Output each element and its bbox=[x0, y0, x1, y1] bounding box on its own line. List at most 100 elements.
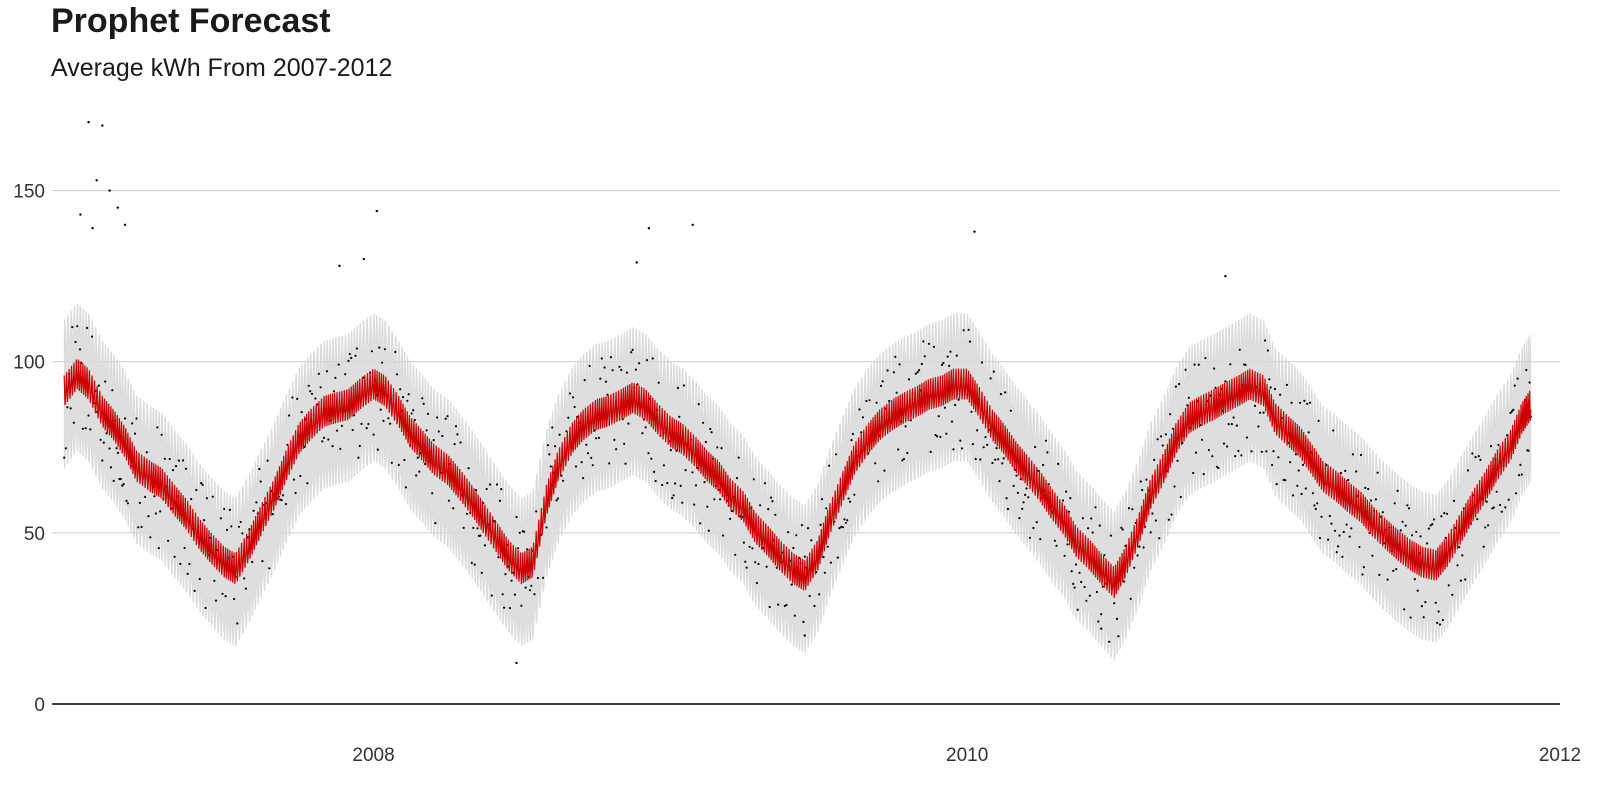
actual-point bbox=[600, 357, 603, 360]
actual-point bbox=[413, 418, 416, 422]
actual-point bbox=[604, 380, 608, 383]
actual-point bbox=[1300, 492, 1303, 496]
actual-point bbox=[495, 483, 499, 486]
actual-point bbox=[1004, 391, 1007, 394]
actual-point bbox=[1403, 608, 1406, 611]
actual-point bbox=[303, 445, 306, 449]
actual-point bbox=[72, 421, 75, 424]
actual-point bbox=[1519, 463, 1522, 466]
actual-point bbox=[1139, 480, 1142, 483]
actual-point bbox=[744, 560, 747, 563]
actual-point bbox=[1275, 483, 1278, 486]
actual-point bbox=[387, 417, 390, 420]
actual-point bbox=[1109, 534, 1112, 537]
actual-point bbox=[657, 381, 660, 384]
actual-point bbox=[997, 458, 1000, 461]
actual-point bbox=[1495, 490, 1498, 493]
actual-point bbox=[1080, 580, 1083, 584]
chart-title: Prophet Forecast bbox=[51, 2, 331, 40]
actual-point bbox=[1355, 470, 1358, 473]
actual-point bbox=[599, 377, 602, 380]
actual-point bbox=[1032, 526, 1035, 530]
actual-point bbox=[1259, 411, 1262, 414]
actual-point bbox=[671, 496, 674, 500]
x-tick-label: 2012 bbox=[1539, 745, 1581, 766]
actual-point bbox=[415, 474, 418, 477]
actual-point bbox=[1432, 518, 1436, 521]
actual-point bbox=[763, 482, 767, 485]
actual-point bbox=[962, 329, 965, 332]
actual-point bbox=[684, 469, 687, 472]
actual-point bbox=[546, 444, 550, 447]
actual-point bbox=[1095, 590, 1098, 594]
actual-point bbox=[1507, 498, 1510, 501]
actual-point bbox=[826, 545, 829, 548]
actual-point bbox=[1164, 433, 1167, 436]
actual-point bbox=[1260, 450, 1263, 453]
actual-point bbox=[437, 430, 440, 433]
actual-point bbox=[1413, 578, 1416, 581]
actual-point bbox=[1070, 570, 1073, 573]
actual-point bbox=[998, 480, 1001, 483]
actual-point bbox=[1178, 382, 1181, 386]
actual-point bbox=[517, 547, 520, 550]
actual-point bbox=[1138, 545, 1141, 548]
actual-point bbox=[1359, 453, 1363, 457]
actual-point bbox=[135, 417, 138, 420]
actual-point bbox=[452, 507, 455, 510]
actual-point bbox=[259, 480, 262, 483]
actual-point bbox=[268, 567, 271, 570]
actual-point bbox=[95, 179, 98, 182]
actual-point bbox=[1230, 423, 1233, 426]
actual-point bbox=[503, 606, 506, 609]
actual-point bbox=[795, 534, 798, 537]
actual-point bbox=[549, 465, 552, 468]
actual-point bbox=[145, 451, 148, 454]
actual-point bbox=[702, 421, 705, 424]
actual-point bbox=[1436, 621, 1439, 625]
actual-point bbox=[1217, 466, 1220, 470]
actual-point bbox=[89, 428, 92, 431]
actual-point bbox=[125, 499, 128, 502]
actual-point bbox=[1083, 585, 1086, 589]
actual-point bbox=[1244, 363, 1247, 366]
actual-point bbox=[955, 354, 958, 357]
actual-point bbox=[792, 546, 795, 550]
actual-point bbox=[1277, 456, 1280, 459]
actual-point bbox=[710, 431, 713, 434]
actual-point bbox=[1202, 473, 1205, 476]
actual-point bbox=[1296, 484, 1299, 487]
actual-point bbox=[479, 534, 482, 537]
actual-point bbox=[322, 436, 326, 439]
actual-point bbox=[901, 459, 904, 462]
actual-point bbox=[122, 483, 125, 486]
actual-point bbox=[645, 359, 649, 362]
actual-point bbox=[548, 453, 551, 456]
actual-point bbox=[940, 363, 944, 366]
actual-point bbox=[572, 396, 575, 399]
actual-point bbox=[1492, 506, 1495, 509]
actual-point bbox=[765, 565, 768, 568]
actual-point bbox=[1027, 496, 1030, 499]
actual-point bbox=[968, 340, 972, 343]
actual-point bbox=[945, 432, 948, 435]
actual-point bbox=[554, 445, 557, 448]
actual-point bbox=[1304, 487, 1307, 490]
actual-point bbox=[1381, 511, 1384, 514]
actual-point bbox=[1098, 524, 1101, 527]
actual-point bbox=[934, 433, 937, 437]
y-tick-label: 100 bbox=[13, 353, 45, 374]
actual-point bbox=[331, 445, 334, 448]
actual-point bbox=[344, 373, 347, 376]
actual-point bbox=[1443, 511, 1446, 515]
actual-point bbox=[200, 482, 203, 485]
actual-point bbox=[1299, 401, 1302, 404]
actual-point bbox=[1097, 620, 1100, 623]
actual-point bbox=[803, 634, 806, 637]
actual-point bbox=[1222, 442, 1226, 445]
actual-point bbox=[123, 223, 127, 226]
actual-point bbox=[431, 492, 434, 495]
actual-point bbox=[1234, 455, 1237, 458]
actual-point bbox=[204, 606, 207, 610]
